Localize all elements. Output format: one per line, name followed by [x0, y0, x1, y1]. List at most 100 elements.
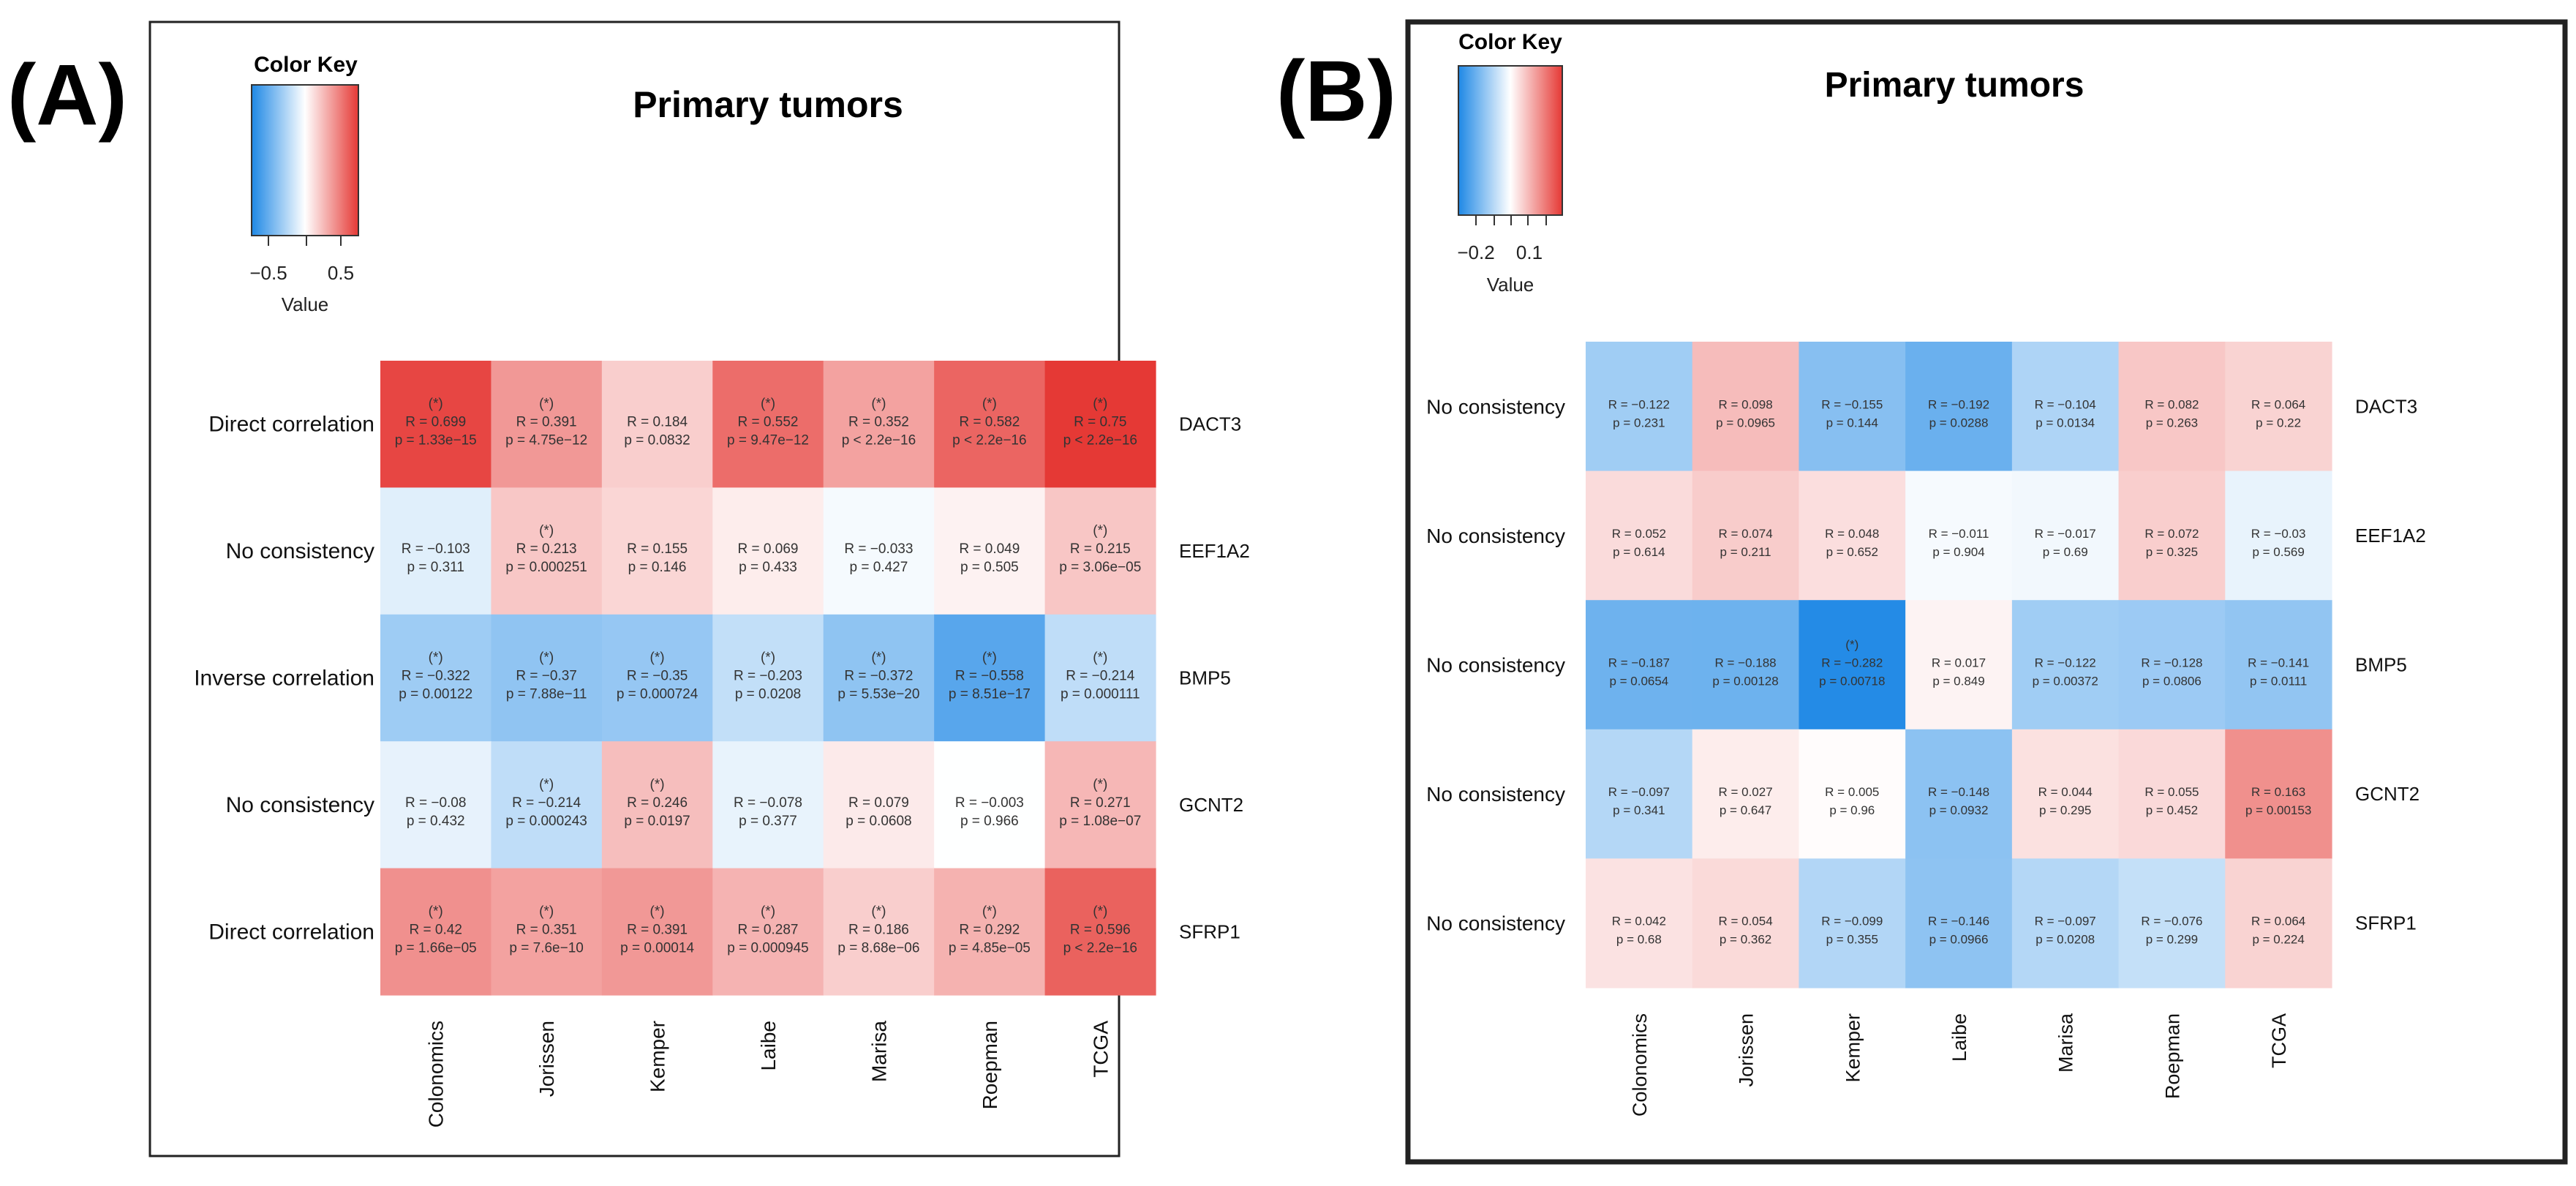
- heatmap-cell-fill: [1044, 361, 1156, 488]
- color-key-tick-label: 0.1: [1516, 241, 1543, 263]
- correlation-value: R = −0.282: [1821, 656, 1883, 670]
- heatmap-cell: R = −0.148 p = 0.0932: [1905, 729, 2013, 859]
- heatmap-cell-fill: [380, 361, 492, 488]
- correlation-value: R = 0.215: [1070, 541, 1131, 557]
- heatmap-cell: R = −0.155 p = 0.144: [1799, 342, 1906, 472]
- correlation-value: R = −0.033: [844, 541, 913, 557]
- heatmap-cell-fill: [2225, 342, 2332, 472]
- p-value: p = 0.69: [2043, 545, 2088, 559]
- color-key-title: Color Key: [1458, 30, 1562, 54]
- heatmap-cell-fill: [934, 614, 1046, 742]
- heatmap-cell: R = −0.122 p = 0.231: [1586, 342, 1693, 472]
- correlation-value: R = −0.08: [405, 795, 466, 811]
- significance-marker: (*): [761, 904, 775, 919]
- significance-marker: (*): [539, 777, 554, 792]
- heatmap-cell-fill: [1586, 470, 1693, 601]
- gene-label: GCNT2: [2355, 783, 2419, 805]
- correlation-value: R = −0.099: [1821, 915, 1883, 928]
- heatmap-cell: R = 0.005 p = 0.96: [1799, 729, 1906, 859]
- heatmap-cell-fill: [2225, 470, 2332, 601]
- heatmap-cell-fill: [491, 614, 603, 742]
- correlation-value: R = −0.017: [2035, 527, 2096, 541]
- heatmap-cell: R = −0.033 p = 0.427: [823, 487, 935, 615]
- p-value: p = 0.0966: [1929, 933, 1989, 947]
- correlation-value: R = 0.391: [516, 415, 577, 430]
- color-key: Color Key −0.5 0.5 Value: [249, 53, 359, 315]
- p-value: p = 0.96: [1829, 803, 1875, 817]
- significance-marker: (*): [761, 397, 775, 412]
- correlation-value: R = −0.192: [1928, 397, 1989, 411]
- p-value: p = 0.0932: [1929, 803, 1989, 817]
- heatmap-cell: R = −0.076 p = 0.299: [2118, 858, 2226, 988]
- heatmap-cell-fill: [823, 868, 935, 996]
- heatmap-grid: (*) R = 0.699 p = 1.33e−15 (*) R = 0.391 p = …: [380, 361, 1156, 996]
- color-key-bar: [251, 84, 359, 236]
- p-value: p = 0.433: [739, 560, 797, 575]
- p-value: p < 2.2e−16: [1063, 940, 1137, 956]
- significance-marker: (*): [1093, 397, 1107, 412]
- heatmap-cell: R = −0.017 p = 0.69: [2011, 470, 2120, 601]
- p-value: p = 0.0806: [2142, 675, 2202, 688]
- p-value: p = 0.0134: [2035, 416, 2095, 429]
- p-value: p < 2.2e−16: [1063, 433, 1137, 448]
- heatmap-cell: (*) R = −0.203 p = 0.0208: [712, 614, 824, 742]
- p-value: p = 0.00122: [399, 687, 472, 702]
- heatmap-cell-fill: [712, 741, 824, 869]
- row-label: No consistency: [1426, 395, 1565, 418]
- row-label: No consistency: [226, 793, 374, 817]
- heatmap-cell: R = −0.08 p = 0.432: [380, 741, 492, 869]
- color-key-bar: [1458, 65, 1563, 216]
- heatmap-cell-fill: [1799, 600, 1906, 730]
- correlation-value: R = 0.271: [1070, 795, 1131, 811]
- heatmap-cell: (*) R = 0.582 p < 2.2e−16: [934, 361, 1046, 488]
- significance-marker: (*): [650, 650, 665, 666]
- p-value: p = 0.00128: [1712, 675, 1778, 688]
- heatmap-cell-fill: [2118, 600, 2226, 730]
- p-value: p = 0.966: [960, 814, 1019, 829]
- gene-label: SFRP1: [2355, 912, 2417, 934]
- row-label: Direct correlation: [208, 920, 374, 944]
- correlation-value: R = −0.122: [2035, 656, 2096, 670]
- gene-label: DACT3: [2355, 395, 2417, 417]
- row-label: No consistency: [226, 539, 374, 563]
- heatmap-cell-fill: [934, 741, 1046, 869]
- heatmap-cell: R = 0.017 p = 0.849: [1905, 600, 2013, 730]
- heatmap-cell-fill: [491, 361, 603, 488]
- heatmap-cell-fill: [2225, 858, 2332, 988]
- significance-marker: (*): [871, 904, 886, 919]
- heatmap-cell-fill: [1799, 342, 1906, 472]
- column-label: Kemper: [1842, 1013, 1864, 1083]
- p-value: p = 0.263: [2146, 416, 2198, 429]
- gene-label: EEF1A2: [2355, 525, 2426, 547]
- p-value: p = 0.614: [1613, 545, 1665, 559]
- correlation-value: R = 0.054: [1718, 915, 1772, 928]
- column-label: Laibe: [757, 1021, 780, 1071]
- heatmap-cell: R = −0.103 p = 0.311: [380, 487, 492, 615]
- heatmap-cell: R = 0.069 p = 0.433: [712, 487, 824, 615]
- p-value: p = 1.33e−15: [395, 433, 477, 448]
- heatmap-cell-fill: [1044, 614, 1156, 742]
- heatmap-cell: R = 0.098 p = 0.0965: [1692, 342, 1800, 472]
- heatmap-cell-fill: [2118, 858, 2226, 988]
- correlation-value: R = 0.082: [2144, 397, 2199, 411]
- heatmap-cell-fill: [1799, 858, 1906, 988]
- correlation-value: R = −0.03: [2251, 527, 2306, 541]
- heatmap-cell-fill: [491, 868, 603, 996]
- correlation-value: R = −0.097: [2035, 915, 2096, 928]
- heatmap-cell-fill: [934, 868, 1046, 996]
- column-label: Roepman: [2161, 1013, 2183, 1099]
- gene-label: BMP5: [1179, 667, 1231, 689]
- column-label: TCGA: [1089, 1021, 1112, 1078]
- gene-label: EEF1A2: [1179, 540, 1250, 562]
- heatmap-cell-fill: [1905, 729, 2013, 859]
- heatmap-cell: R = 0.064 p = 0.224: [2225, 858, 2332, 988]
- significance-marker: (*): [1093, 650, 1107, 666]
- heatmap-cell: R = −0.104 p = 0.0134: [2011, 342, 2120, 472]
- heatmap-cell: R = −0.03 p = 0.569: [2225, 470, 2332, 601]
- heatmap-cell-fill: [823, 487, 935, 615]
- correlation-value: R = 0.184: [627, 415, 688, 430]
- heatmap-cell: (*) R = 0.215 p = 3.06e−05: [1044, 487, 1156, 615]
- correlation-value: R = 0.049: [959, 541, 1020, 557]
- p-value: p = 0.569: [2252, 545, 2304, 559]
